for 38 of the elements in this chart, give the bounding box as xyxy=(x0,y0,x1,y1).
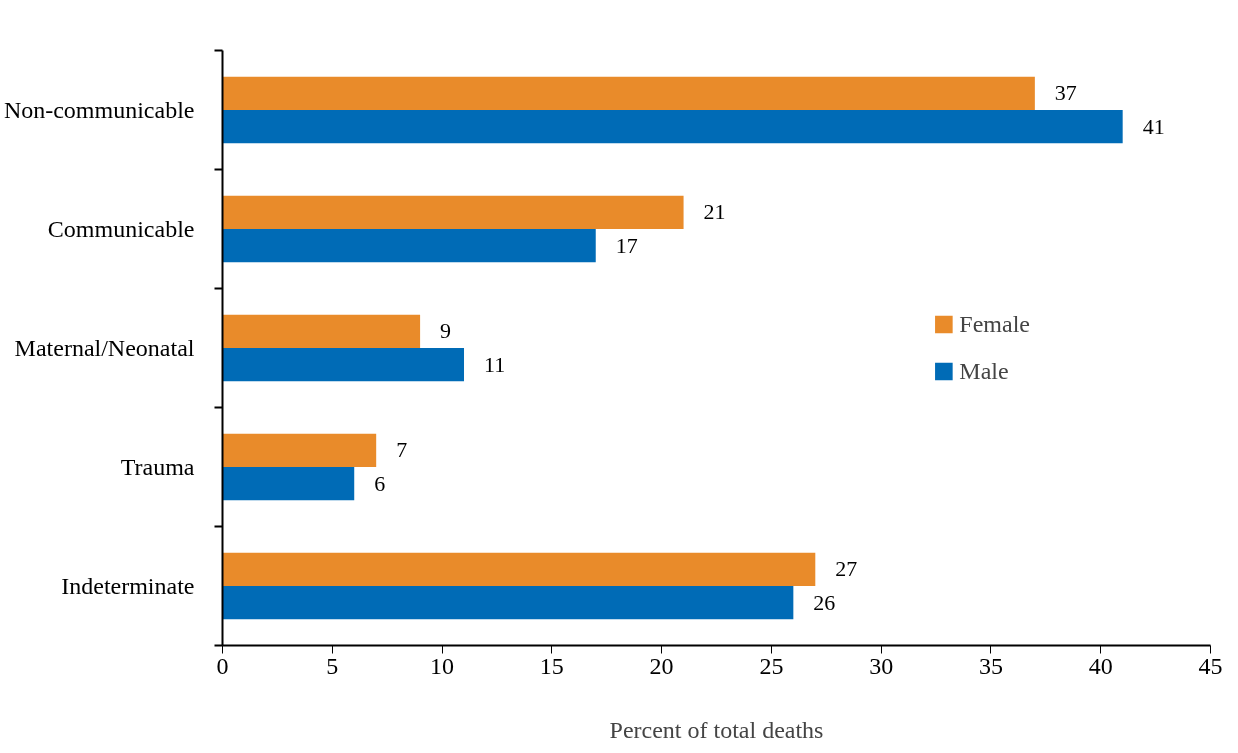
x-tick-label: 15 xyxy=(539,652,564,679)
data-label: 11 xyxy=(484,351,506,377)
x-tick-label: 45 xyxy=(1198,652,1223,679)
data-label: 26 xyxy=(813,589,836,615)
data-label: 37 xyxy=(1054,80,1077,106)
data-label: 17 xyxy=(615,232,638,258)
x-tick-label: 20 xyxy=(649,652,674,679)
bar xyxy=(222,76,1035,110)
data-label: 6 xyxy=(374,470,386,496)
bar xyxy=(222,467,355,501)
data-label: 9 xyxy=(440,318,452,344)
bar xyxy=(222,433,377,467)
legend-label: Male xyxy=(959,357,1009,385)
bar xyxy=(222,314,421,348)
bar xyxy=(222,110,1123,144)
bar xyxy=(222,348,465,382)
x-tick-label: 35 xyxy=(978,652,1003,679)
y-tick-label: Trauma xyxy=(120,454,195,480)
bar xyxy=(222,552,816,586)
data-label: 21 xyxy=(703,199,726,225)
y-tick-label: Communicable xyxy=(47,216,195,242)
x-tick-label: 10 xyxy=(430,652,455,679)
data-label: 41 xyxy=(1142,113,1165,139)
data-label: 27 xyxy=(835,556,858,582)
data-label: 7 xyxy=(396,437,408,463)
bar xyxy=(222,229,596,263)
bar xyxy=(222,195,684,229)
x-tick-label: 40 xyxy=(1088,652,1113,679)
x-tick-label: 5 xyxy=(326,652,339,679)
x-tick-label: 25 xyxy=(759,652,784,679)
x-axis-title: Percent of total deaths xyxy=(609,716,824,743)
legend-label: Female xyxy=(959,310,1030,338)
y-tick-label: Non-communicable xyxy=(3,97,195,123)
y-tick-label: Indeterminate xyxy=(61,573,195,599)
bar xyxy=(222,586,794,620)
x-tick-label: 0 xyxy=(216,652,229,679)
y-tick-label: Maternal/Neonatal xyxy=(14,335,195,361)
x-tick-label: 30 xyxy=(869,652,894,679)
